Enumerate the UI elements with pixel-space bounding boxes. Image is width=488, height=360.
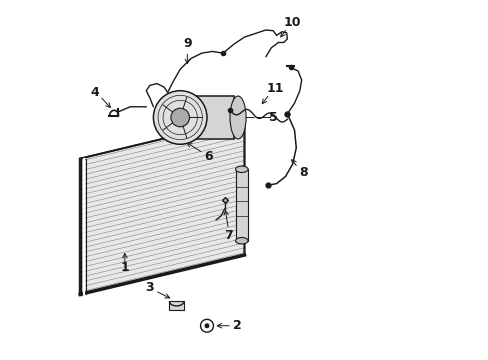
Bar xyxy=(235,169,247,241)
Bar xyxy=(169,301,183,310)
Ellipse shape xyxy=(235,238,247,244)
Text: 7: 7 xyxy=(224,229,232,242)
Text: 6: 6 xyxy=(204,150,213,163)
Text: 5: 5 xyxy=(269,111,278,124)
Text: 4: 4 xyxy=(91,86,100,99)
Circle shape xyxy=(204,323,209,328)
Polygon shape xyxy=(80,119,244,294)
Text: 8: 8 xyxy=(299,166,307,179)
Text: 9: 9 xyxy=(183,37,191,50)
Bar xyxy=(178,96,233,139)
Circle shape xyxy=(153,91,206,144)
Text: 3: 3 xyxy=(145,281,154,294)
Text: 1: 1 xyxy=(120,261,129,274)
Ellipse shape xyxy=(229,96,245,139)
Text: 10: 10 xyxy=(284,16,301,29)
Text: 2: 2 xyxy=(232,319,241,332)
Ellipse shape xyxy=(235,166,247,172)
Circle shape xyxy=(171,108,189,127)
Text: 11: 11 xyxy=(265,82,283,95)
